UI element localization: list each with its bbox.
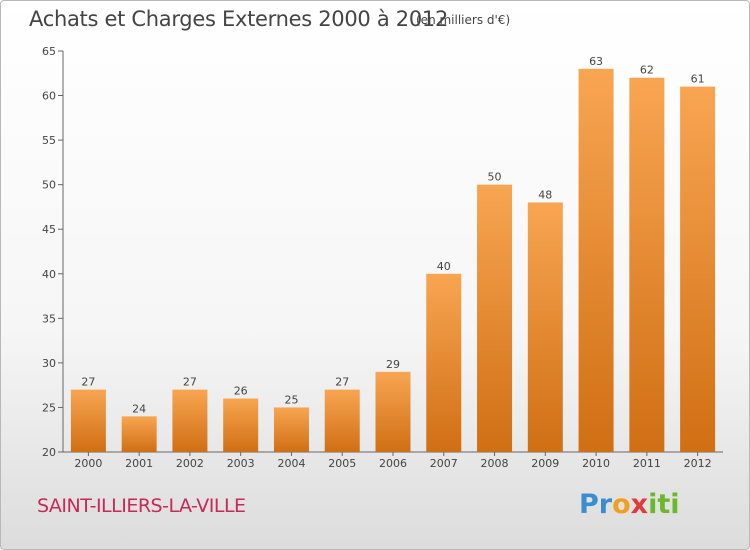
x-tick-label: 2012 — [684, 457, 712, 470]
x-tick-label: 2001 — [125, 457, 153, 470]
y-tick-label: 50 — [42, 179, 56, 192]
bar-2001 — [121, 416, 157, 452]
bar-2010 — [578, 68, 614, 453]
data-label: 61 — [691, 73, 705, 86]
data-label: 50 — [488, 171, 502, 184]
town-name: SAINT-ILLIERS-LA-VILLE — [37, 495, 246, 517]
y-tick-label: 40 — [42, 268, 56, 281]
x-tick-label: 2000 — [74, 457, 102, 470]
data-label: 25 — [284, 393, 298, 406]
bar-2007 — [426, 273, 462, 452]
bar-2004 — [273, 407, 309, 452]
data-label: 62 — [640, 64, 654, 77]
data-label: 29 — [386, 358, 400, 371]
bar-2002 — [172, 389, 208, 452]
bar-2009 — [527, 202, 563, 452]
x-tick-label: 2010 — [582, 457, 610, 470]
bar-2003 — [223, 398, 259, 452]
y-tick-label: 30 — [42, 357, 56, 370]
logo-part-iti: iti — [648, 489, 680, 520]
bar-2006 — [375, 371, 411, 452]
y-tick-label: 25 — [42, 401, 56, 414]
logo-part-pr: Pr — [579, 489, 613, 520]
data-label: 48 — [538, 188, 552, 201]
y-tick-label: 55 — [42, 134, 56, 147]
x-tick-label: 2008 — [481, 457, 509, 470]
bar-2008 — [477, 184, 513, 452]
x-tick-label: 2007 — [430, 457, 458, 470]
bar-2012 — [680, 86, 716, 453]
data-label: 24 — [132, 402, 146, 415]
bar-2011 — [629, 77, 665, 452]
data-label: 26 — [234, 385, 248, 398]
chart-subtitle: (en milliers d'€) — [416, 13, 511, 27]
x-tick-label: 2003 — [227, 457, 255, 470]
x-tick-label: 2006 — [379, 457, 407, 470]
data-label: 27 — [81, 376, 95, 389]
y-tick-label: 65 — [42, 45, 56, 58]
x-tick-label: 2002 — [176, 457, 204, 470]
y-tick-label: 35 — [42, 312, 56, 325]
x-tick-label: 2009 — [531, 457, 559, 470]
logo-part-o: o — [612, 489, 631, 520]
chart-title: Achats et Charges Externes 2000 à 2012 — [29, 7, 449, 31]
data-label: 27 — [183, 376, 197, 389]
y-tick-label: 45 — [42, 223, 56, 236]
logo-part-x: x — [630, 489, 649, 520]
data-label: 40 — [437, 260, 451, 273]
y-tick-label: 20 — [42, 446, 56, 459]
x-tick-label: 2005 — [328, 457, 356, 470]
y-tick-label: 60 — [42, 90, 56, 103]
x-tick-label: 2011 — [633, 457, 661, 470]
data-label: 63 — [589, 55, 603, 68]
x-tick-label: 2004 — [277, 457, 305, 470]
bar-2005 — [324, 389, 360, 452]
data-label: 27 — [335, 376, 349, 389]
proxiti-logo[interactable]: Proxiti — [579, 489, 680, 520]
bar-2000 — [70, 389, 106, 452]
